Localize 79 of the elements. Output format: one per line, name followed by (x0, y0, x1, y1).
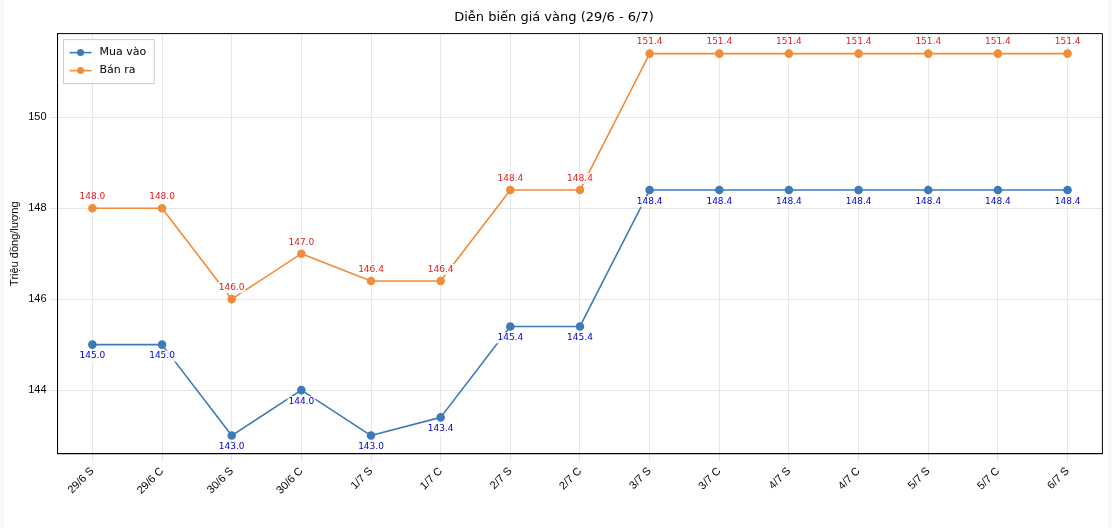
legend-label: Bán ra (99, 63, 136, 77)
point (993, 185, 1003, 195)
data-label: 151.4 (845, 36, 872, 47)
point (88, 203, 97, 213)
point (645, 49, 654, 58)
point (227, 294, 236, 304)
data-label: 147.0 (288, 236, 315, 247)
point (297, 249, 306, 258)
point (575, 322, 585, 331)
data-label: 145.0 (79, 350, 106, 361)
x-tick-label: 5/7 S (905, 464, 932, 492)
data-label: 151.4 (1054, 36, 1081, 47)
point (575, 185, 585, 195)
x-tick-label: 5/7 C (974, 464, 1002, 492)
x-tick-label: 6/7 S (1044, 464, 1072, 492)
data-label: 151.4 (776, 36, 803, 47)
data-label: 148.4 (567, 172, 594, 183)
point (854, 49, 863, 58)
point (784, 185, 794, 195)
point (923, 49, 933, 58)
data-label: 146.4 (358, 263, 385, 274)
data-label: 148.4 (636, 195, 663, 206)
point (1063, 185, 1072, 195)
data-label: 148.0 (149, 191, 176, 202)
point (227, 431, 236, 440)
point (157, 340, 167, 349)
data-label: 148.4 (776, 195, 803, 206)
data-label: 143.0 (218, 441, 245, 452)
x-tick-label: 2/7 S (487, 464, 514, 492)
x-tick-label: 3/7 S (626, 464, 654, 492)
x-tick-label: 3/7 C (695, 464, 723, 492)
data-label: 148.0 (79, 191, 106, 202)
x-tick-label: 1/7 C (417, 464, 445, 492)
y-tick-label: 148 (28, 201, 47, 214)
point (366, 276, 376, 286)
point (436, 413, 445, 422)
y-axis-title: Triệu đồng/lượng (7, 201, 20, 286)
point (993, 49, 1003, 58)
data-label: 148.4 (1054, 195, 1081, 206)
data-label: 143.4 (427, 423, 454, 434)
point (854, 185, 863, 195)
point (297, 385, 306, 395)
point (506, 322, 515, 331)
data-label: 145.4 (567, 332, 594, 343)
data-label: 151.4 (915, 36, 942, 47)
data-label: 146.4 (427, 263, 454, 274)
x-tick-label: 4/7 C (835, 464, 863, 492)
point (436, 276, 445, 286)
point (923, 185, 933, 195)
x-tick-label: 4/7 S (765, 464, 793, 492)
data-label: 151.4 (636, 36, 663, 47)
point (714, 185, 724, 195)
point (784, 49, 794, 58)
y-tick-label: 150 (28, 110, 47, 123)
data-label: 148.4 (915, 195, 942, 206)
y-tick-label: 146 (28, 292, 47, 305)
point (157, 203, 167, 213)
point (366, 431, 376, 440)
data-label: 143.0 (358, 441, 385, 452)
data-label: 145.0 (149, 350, 176, 361)
x-tick-label: 2/7 C (556, 464, 584, 492)
data-label: 151.4 (706, 36, 733, 47)
point (1063, 49, 1072, 58)
data-label: 148.4 (497, 172, 524, 183)
chart-title: Diễn biến giá vàng (29/6 - 6/7) (454, 9, 654, 25)
data-label: 145.4 (497, 332, 524, 343)
point (506, 185, 515, 195)
data-label: 148.4 (706, 195, 733, 206)
legend-label: Mua vào (99, 45, 147, 59)
data-label: 146.0 (218, 281, 245, 292)
data-label: 151.4 (985, 36, 1012, 47)
point (714, 49, 724, 58)
data-label: 144.0 (288, 395, 315, 406)
point (88, 340, 97, 349)
data-label: 148.4 (845, 195, 872, 206)
point (645, 185, 654, 195)
x-tick-label: 1/7 S (347, 464, 375, 492)
y-tick-label: 144 (28, 383, 47, 396)
data-label: 148.4 (985, 195, 1012, 206)
